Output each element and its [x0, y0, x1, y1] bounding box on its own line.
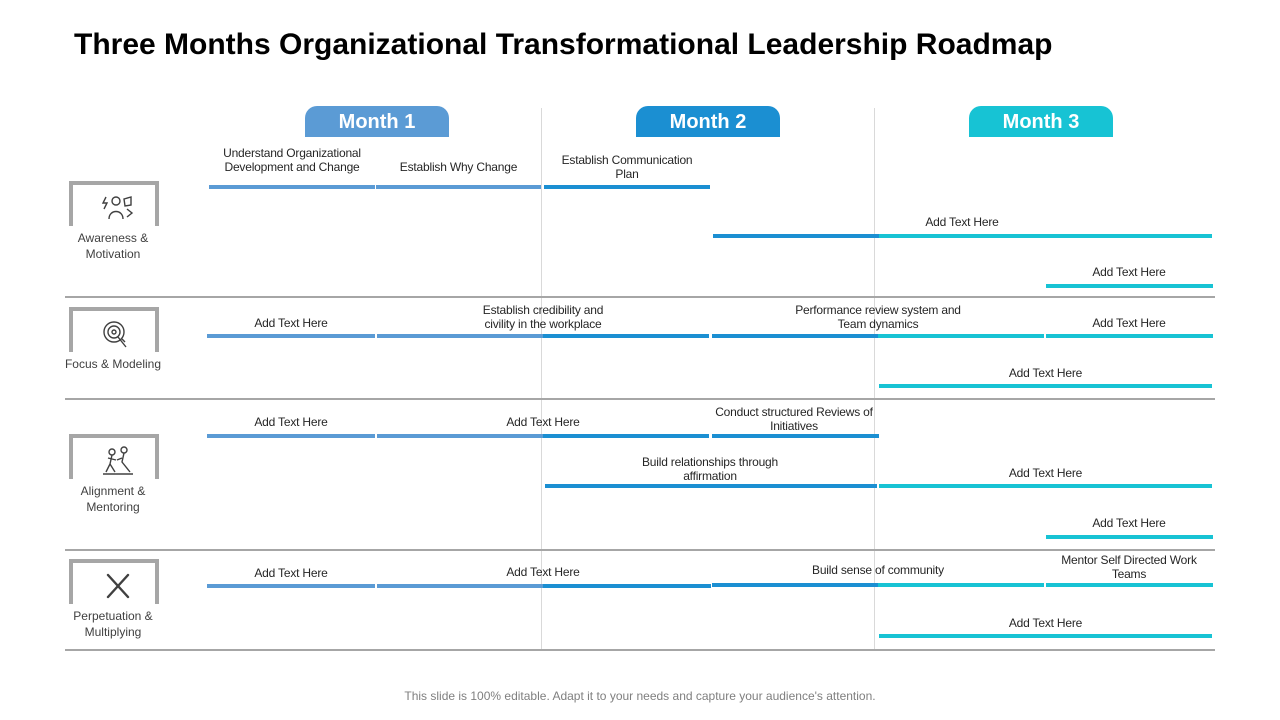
- task-bar: [1046, 583, 1213, 587]
- month-2-label: Month 2: [669, 111, 747, 133]
- footer-note: This slide is 100% editable. Adapt it to…: [404, 689, 876, 703]
- task-bar: [879, 234, 1212, 238]
- task-bar: [879, 484, 1212, 488]
- target-icon: [103, 321, 127, 348]
- month-divider: [541, 108, 542, 650]
- task-label: Add Text Here: [254, 566, 328, 580]
- task-label: Establish credibility and civility in th…: [482, 303, 604, 331]
- task-label: Add Text Here: [1092, 265, 1166, 279]
- task-label: Mentor Self Directed Work Teams: [1061, 553, 1197, 581]
- task-label: Add Text Here: [1008, 366, 1083, 380]
- task-bar: [879, 384, 1212, 388]
- page-title: Three Months Organizational Transformati…: [74, 28, 1053, 61]
- row-label-focus: Focus & Modeling: [64, 357, 162, 371]
- task-label: Performance review system and Team dynam…: [795, 303, 961, 331]
- month-1-label: Month 1: [338, 111, 416, 133]
- row-label-perpetuation: Perpetuation & Multiplying: [73, 609, 153, 639]
- task-bar: [377, 434, 543, 438]
- row-icon-frame: [69, 559, 159, 604]
- task-label: Understand Organizational Development an…: [223, 146, 361, 174]
- month-3-label: Month 3: [1002, 111, 1080, 133]
- month-divider: [874, 108, 875, 650]
- task-label: Add Text Here: [506, 415, 580, 429]
- row-separator: [65, 649, 1215, 651]
- task-bar: [376, 185, 541, 189]
- task-label: Add Text Here: [1092, 316, 1166, 330]
- row-icon-frame: [69, 434, 159, 479]
- task-bar: [377, 584, 543, 588]
- people-ideas-icon: [101, 196, 134, 220]
- row-icon-frame: [69, 181, 159, 226]
- row-separator: [65, 549, 1215, 551]
- task-label: Add Text Here: [254, 316, 328, 330]
- task-label: Add Text Here: [254, 415, 328, 429]
- task-label: Add Text Here: [506, 565, 580, 579]
- task-bar: [543, 584, 711, 588]
- month-1-tab: Month 1: [305, 106, 449, 137]
- task-label: Add Text Here: [1008, 466, 1083, 480]
- task-bar: [878, 334, 1044, 338]
- mentoring-icon: [103, 446, 133, 475]
- task-bar: [544, 185, 710, 189]
- task-bar: [712, 583, 878, 587]
- month-2-tab: Month 2: [636, 106, 780, 137]
- row-separator: [65, 398, 1215, 400]
- task-bar: [207, 584, 375, 588]
- task-label: Establish Communication Plan: [561, 153, 693, 181]
- row-label-alignment: Alignment & Mentoring: [80, 484, 146, 514]
- row-icon-frame: [69, 307, 159, 352]
- task-bar: [878, 583, 1044, 587]
- task-label: Build sense of community: [812, 563, 944, 577]
- task-bar: [713, 234, 879, 238]
- task-label: Add Text Here: [1092, 516, 1166, 530]
- task-bar: [879, 634, 1212, 638]
- task-bar: [712, 434, 879, 438]
- task-bar: [545, 484, 877, 488]
- task-bar: [209, 185, 375, 189]
- month-3-tab: Month 3: [969, 106, 1113, 137]
- task-label: Conduct structured Reviews of Initiative…: [715, 405, 873, 433]
- row-label-awareness: Awareness & Motivation: [77, 231, 149, 261]
- row-separator: [65, 296, 1215, 298]
- task-label: Add Text Here: [1008, 616, 1083, 630]
- task-label: Add Text Here: [925, 215, 999, 229]
- task-bar: [377, 334, 543, 338]
- task-bar: [1046, 334, 1213, 338]
- task-label: Establish Why Change: [399, 160, 518, 174]
- task-bar: [207, 434, 375, 438]
- task-bar: [543, 434, 709, 438]
- task-bar: [712, 334, 878, 338]
- task-bar: [1046, 284, 1213, 288]
- task-label: Build relationships through affirmation: [641, 455, 779, 483]
- task-bar: [543, 334, 709, 338]
- task-bar: [207, 334, 375, 338]
- cross-tools-icon: [106, 573, 130, 599]
- task-bar: [1046, 535, 1213, 539]
